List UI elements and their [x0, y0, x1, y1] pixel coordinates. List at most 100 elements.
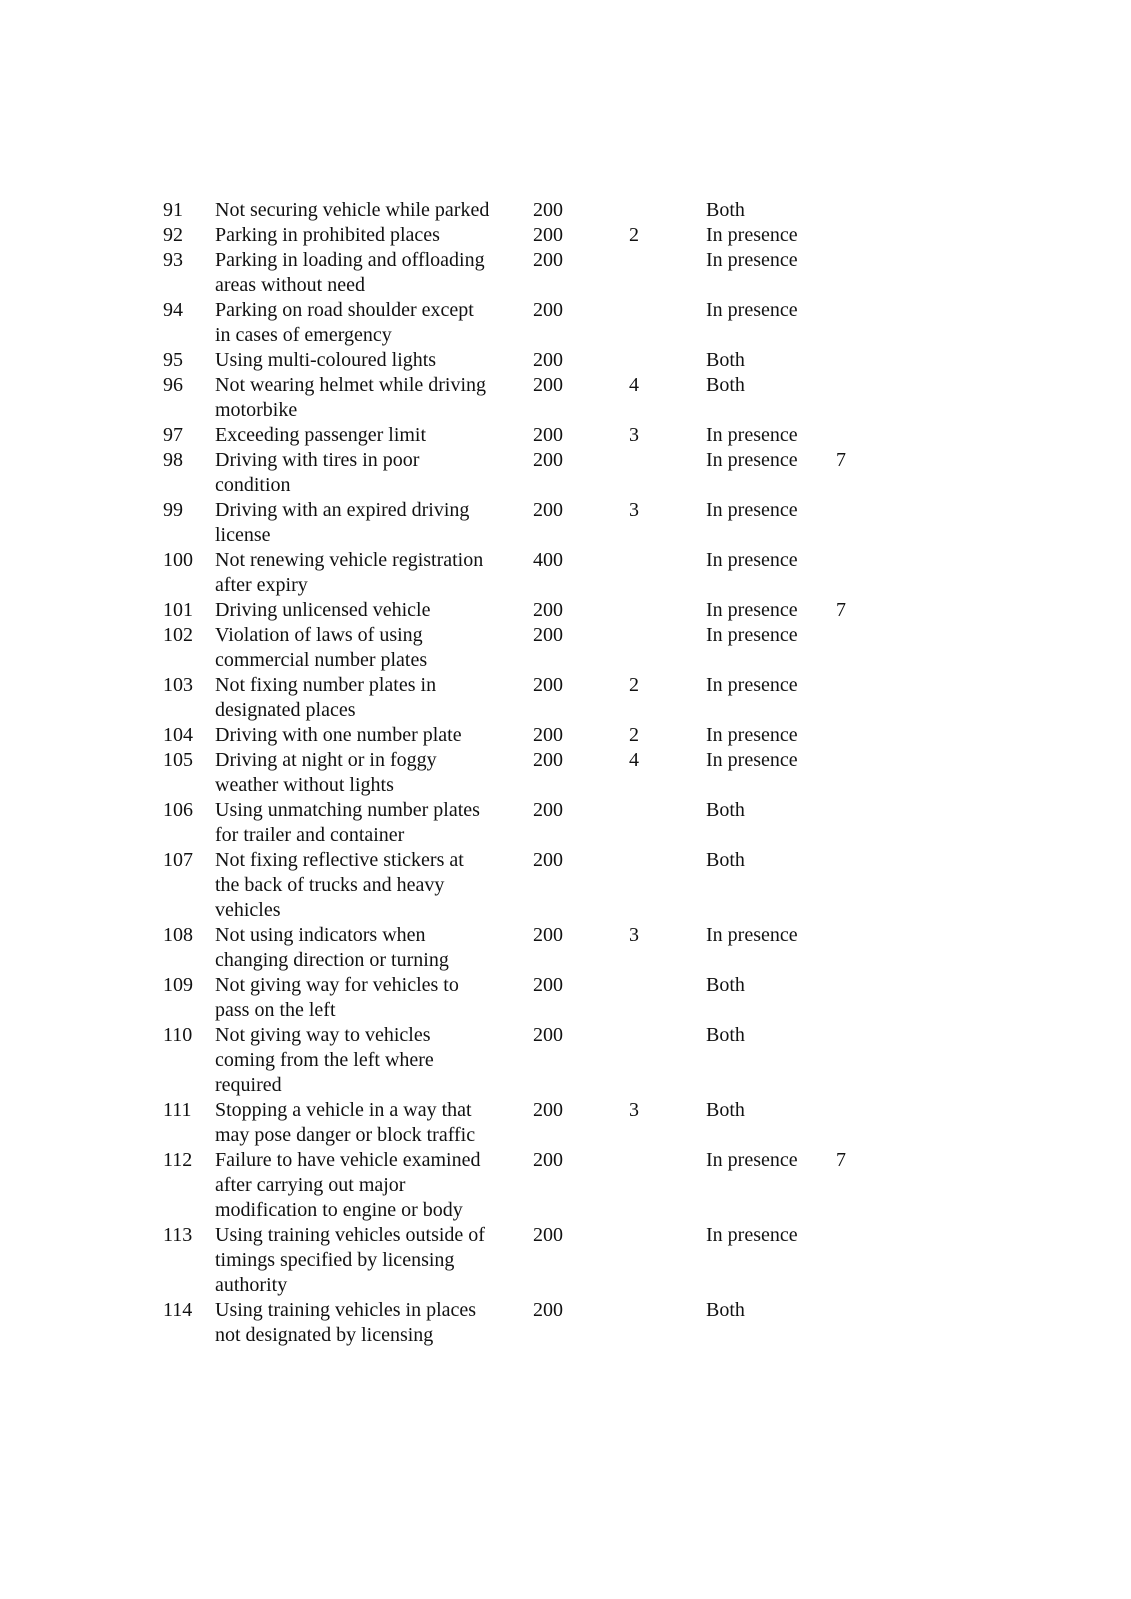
violation-type: In presence: [706, 724, 798, 746]
description-line: Not wearing helmet while driving: [215, 374, 487, 396]
violation-type: In presence: [706, 249, 798, 271]
table-row: 91 Not securing vehicle while parked 200 Bo…: [0, 198, 1131, 223]
violation-description: Driving with an expired driving license: [215, 498, 1131, 548]
description-line: commercial number plates: [215, 649, 428, 671]
extra-value: 7: [836, 449, 846, 471]
violation-description: Using unmatching number plates for traile…: [215, 798, 1131, 848]
description-line: Using training vehicles in places: [215, 1299, 477, 1321]
description-line: Not giving way to vehicles: [215, 1024, 431, 1046]
violation-type: In presence: [706, 1149, 798, 1171]
fine-amount: 200: [533, 724, 563, 746]
table-row: 114 Using training vehicles in places not …: [0, 1298, 1131, 1348]
violation-type: Both: [706, 974, 745, 996]
description-line: Exceeding passenger limit: [215, 424, 427, 446]
fine-amount: 200: [533, 299, 563, 321]
violation-description: Stopping a vehicle in a way that may pose…: [215, 1098, 1131, 1148]
description-line: pass on the left: [215, 999, 336, 1021]
table-row: 95 Using multi-coloured lights 200 Both: [0, 348, 1131, 373]
table-row: 107 Not fixing reflective stickers at the …: [0, 848, 1131, 923]
table-row: 98 Driving with tires in poor condition 200…: [0, 448, 1131, 498]
description-line: Parking on road shoulder except: [215, 299, 474, 321]
extra-value: 7: [836, 599, 846, 621]
description-line: Failure to have vehicle examined: [215, 1149, 481, 1171]
violation-type: In presence: [706, 449, 798, 471]
black-points: 3: [629, 424, 639, 446]
violation-number: 106: [163, 799, 193, 821]
violation-type: In presence: [706, 924, 798, 946]
violation-number: 91: [163, 199, 183, 221]
violation-type: In presence: [706, 624, 798, 646]
fine-amount: 200: [533, 1099, 563, 1121]
description-line: Not fixing reflective stickers at: [215, 849, 464, 871]
violation-number: 92: [163, 224, 183, 246]
description-line: Not securing vehicle while parked: [215, 199, 490, 221]
violation-description: Driving at night or in foggy weather with…: [215, 748, 1131, 798]
fine-amount: 200: [533, 624, 563, 646]
violation-description: Driving with tires in poor condition: [215, 448, 1131, 498]
violation-description: Using multi-coloured lights: [215, 348, 1131, 373]
violation-description: Violation of laws of using commercial num…: [215, 623, 1131, 673]
violation-description: Parking in prohibited places: [215, 223, 1131, 248]
violation-type: In presence: [706, 749, 798, 771]
fine-amount: 200: [533, 924, 563, 946]
table-row: 111 Stopping a vehicle in a way that may p…: [0, 1098, 1131, 1148]
violation-description: Not giving way to vehicles coming from th…: [215, 1023, 1131, 1098]
violation-number: 99: [163, 499, 183, 521]
description-line: Using unmatching number plates: [215, 799, 480, 821]
violation-description: Driving unlicensed vehicle: [215, 598, 1131, 623]
violation-description: Not using indicators when changing direct…: [215, 923, 1131, 973]
table-row: 99 Driving with an expired driving license…: [0, 498, 1131, 548]
table-row: 101 Driving unlicensed vehicle 200 In prese…: [0, 598, 1131, 623]
violation-number: 103: [163, 674, 193, 696]
violation-type: Both: [706, 849, 745, 871]
violations-table: 91 Not securing vehicle while parked 200 Bo…: [0, 198, 1131, 1348]
description-line: Driving unlicensed vehicle: [215, 599, 431, 621]
description-line: after carrying out major: [215, 1174, 406, 1196]
violation-number: 113: [163, 1224, 193, 1246]
violation-number: 109: [163, 974, 193, 996]
violation-description: Not wearing helmet while driving motorbik…: [215, 373, 1131, 423]
fine-amount: 200: [533, 199, 563, 221]
violation-type: Both: [706, 199, 745, 221]
description-line: Driving with one number plate: [215, 724, 462, 746]
fine-amount: 200: [533, 249, 563, 271]
table-row: 94 Parking on road shoulder except in case…: [0, 298, 1131, 348]
violation-type: In presence: [706, 599, 798, 621]
fine-amount: 200: [533, 499, 563, 521]
black-points: 3: [629, 1099, 639, 1121]
description-line: in cases of emergency: [215, 324, 392, 346]
black-points: 4: [629, 749, 639, 771]
violation-type: In presence: [706, 1224, 798, 1246]
violation-description: Not fixing reflective stickers at the bac…: [215, 848, 1131, 923]
violation-description: Driving with one number plate: [215, 723, 1131, 748]
black-points: 2: [629, 724, 639, 746]
violation-description: Not securing vehicle while parked: [215, 198, 1131, 223]
violation-number: 94: [163, 299, 183, 321]
black-points: 2: [629, 674, 639, 696]
description-line: authority: [215, 1274, 288, 1296]
black-points: 2: [629, 224, 639, 246]
violation-type: In presence: [706, 499, 798, 521]
description-line: Violation of laws of using: [215, 624, 423, 646]
table-row: 110 Not giving way to vehicles coming from…: [0, 1023, 1131, 1098]
violation-number: 97: [163, 424, 183, 446]
table-row: 113 Using training vehicles outside of tim…: [0, 1223, 1131, 1298]
violation-type: Both: [706, 374, 745, 396]
description-line: after expiry: [215, 574, 308, 596]
fine-amount: 200: [533, 849, 563, 871]
black-points: 3: [629, 499, 639, 521]
description-line: Not giving way for vehicles to: [215, 974, 459, 996]
description-line: timings specified by licensing: [215, 1249, 455, 1271]
violation-number: 96: [163, 374, 183, 396]
violation-type: Both: [706, 1024, 745, 1046]
fine-amount: 200: [533, 974, 563, 996]
black-points: 3: [629, 924, 639, 946]
violation-type: In presence: [706, 224, 798, 246]
fine-amount: 200: [533, 749, 563, 771]
fine-amount: 200: [533, 349, 563, 371]
violation-description: Using training vehicles outside of timing…: [215, 1223, 1131, 1298]
description-line: designated places: [215, 699, 356, 721]
table-row: 108 Not using indicators when changing dir…: [0, 923, 1131, 973]
description-line: Not renewing vehicle registration: [215, 549, 484, 571]
description-line: not designated by licensing: [215, 1324, 434, 1346]
